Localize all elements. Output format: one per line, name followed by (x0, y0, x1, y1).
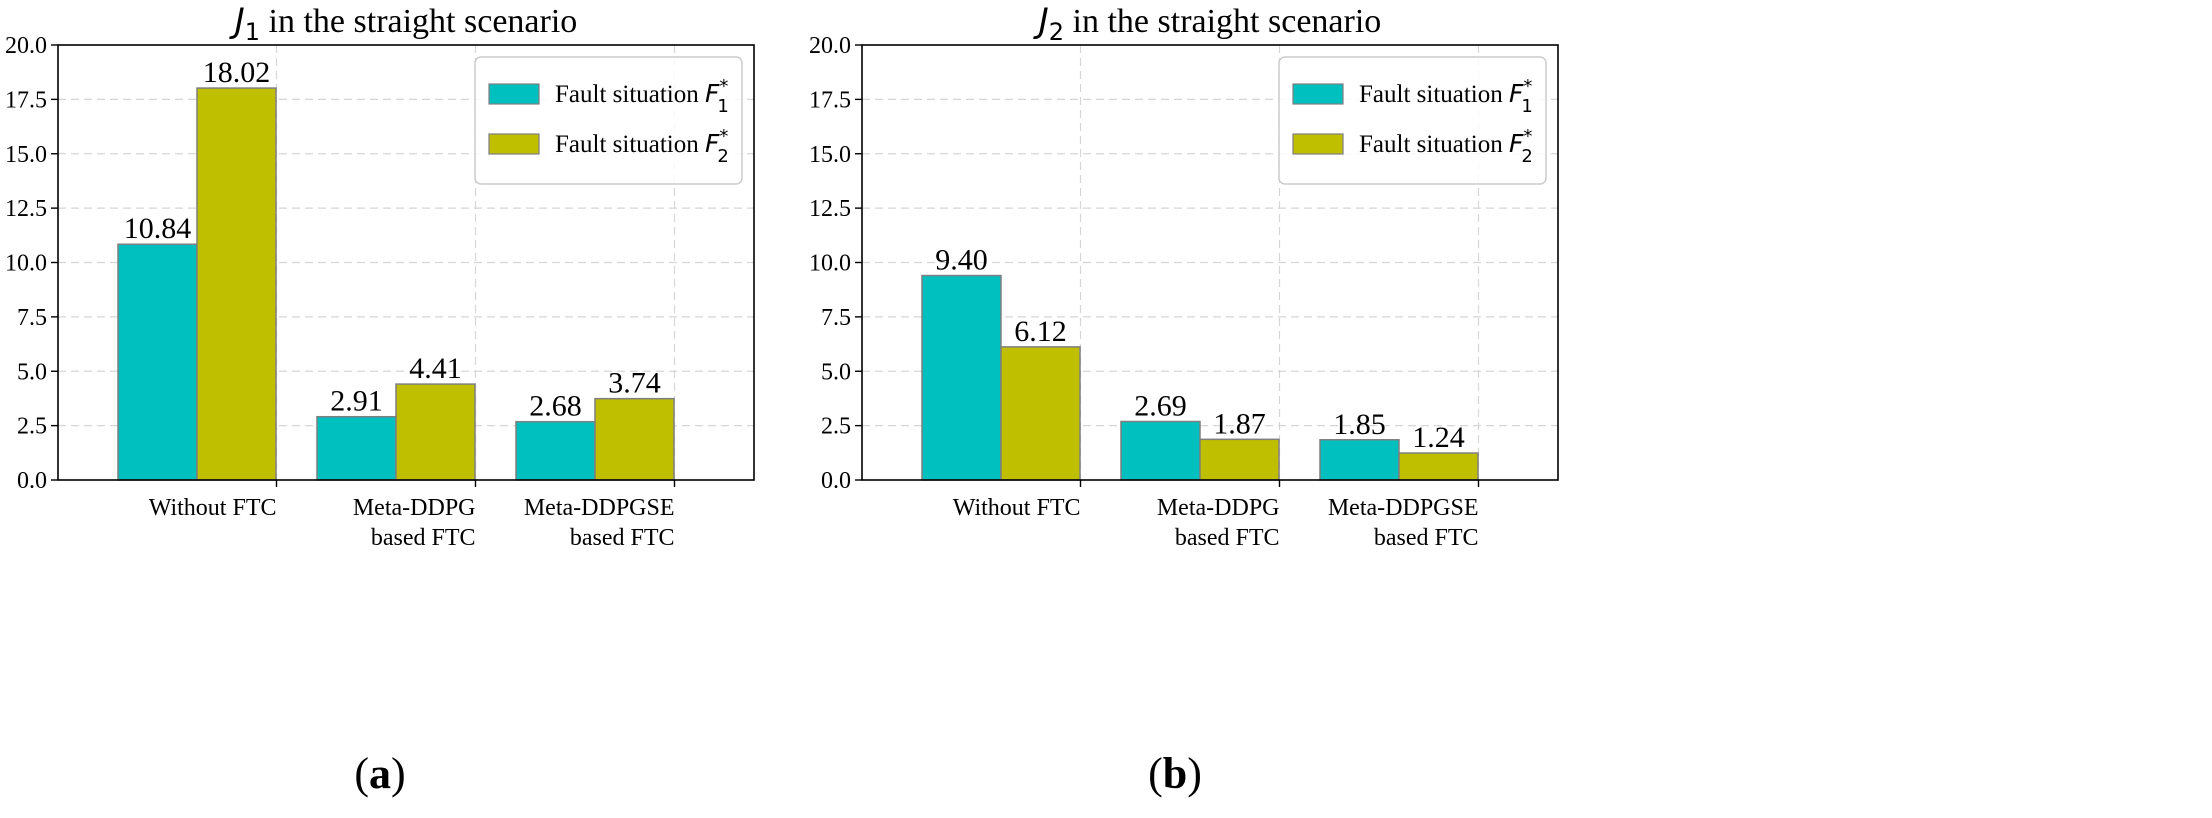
legend-entry-2: Fault situation F* 2 (1359, 126, 1533, 167)
data-label: 2.69 (1134, 389, 1187, 422)
legend-entry-1: Fault situation F* 1 (555, 76, 729, 117)
panel-label-paren: ( (1148, 749, 1163, 798)
y-tick-label: 0.0 (821, 468, 851, 494)
y-tick-label: 12.5 (5, 196, 47, 222)
legend-entry-1: Fault situation F* 1 (1359, 76, 1533, 117)
panel-label: (b) (1148, 749, 1202, 798)
y-tick-label: 2.5 (17, 414, 47, 440)
chart-panel-b: 9.40 2.69 1.85 6.12 1.87 1.24 0.0 2.5 5.0 7.5 10.0… (809, 1, 1559, 798)
legend-subscript: 1 (717, 96, 728, 117)
data-label: 1.85 (1333, 408, 1386, 441)
bar-1-3 (515, 420, 596, 481)
legend-symbol: F (1509, 129, 1524, 158)
bar-2-2 (395, 383, 476, 481)
legend-symbol: F (1509, 79, 1524, 108)
legend-subscript: 2 (717, 146, 728, 167)
chart-title: J1 in the straight scenario (229, 1, 578, 46)
y-tick-label: 7.5 (821, 305, 851, 331)
legend-swatch-1 (1292, 83, 1344, 105)
panel-label-letter: b (1163, 749, 1187, 798)
y-tick-label: 20.0 (809, 33, 851, 59)
legend-swatch-1 (488, 83, 540, 105)
x-tick-label: Meta-DDPGSE (1328, 495, 1479, 521)
title-symbol: J (229, 1, 245, 41)
data-label: 1.87 (1213, 407, 1266, 440)
data-label: 9.40 (935, 244, 988, 277)
y-tick-label: 15.0 (5, 142, 47, 168)
legend-box (1278, 56, 1547, 185)
y-tick-label: 0.0 (17, 468, 47, 494)
chart-panel-a: 10.84 2.91 2.68 18.02 4.41 3.74 0.0 2.5 5.0 7.5 10… (5, 1, 755, 798)
y-tick-label: 5.0 (17, 359, 47, 385)
title-subscript: 1 (245, 18, 260, 46)
x-tick-label: Without FTC (953, 495, 1081, 521)
legend-text: Fault situation (555, 131, 705, 158)
y-tick-label: 10.0 (809, 251, 851, 277)
panel-label: (a) (354, 749, 405, 798)
legend-superscript: * (1523, 76, 1532, 97)
y-tick-label: 2.5 (821, 414, 851, 440)
x-tick-label: Meta-DDPG (1157, 495, 1280, 521)
title-symbol: J (1033, 1, 1049, 41)
panel-label-letter: a (369, 749, 391, 798)
x-tick-label-line2: based FTC (1374, 525, 1479, 551)
x-tick-label: Without FTC (149, 495, 277, 521)
panel-label-paren: ( (354, 749, 369, 798)
legend-swatch-2 (488, 133, 540, 155)
legend-symbol: F (705, 79, 720, 108)
bar-2-3 (594, 397, 675, 481)
data-label: 3.74 (608, 367, 661, 400)
bar-1-1 (117, 243, 198, 481)
x-tick-label-line2: based FTC (1175, 525, 1280, 551)
chart-title: J2 in the straight scenario (1033, 1, 1382, 46)
data-label: 2.91 (330, 385, 383, 418)
bar-1-2 (316, 415, 397, 481)
x-tick-label: Meta-DDPGSE (524, 495, 675, 521)
y-tick-label: 12.5 (809, 196, 851, 222)
bar-1-3 (1319, 439, 1400, 481)
legend-symbol: F (705, 129, 720, 158)
y-tick-label: 20.0 (5, 33, 47, 59)
bar-1-2 (1120, 420, 1201, 481)
data-label: 10.84 (124, 212, 192, 245)
y-tick-label: 5.0 (821, 359, 851, 385)
title-rest: in the straight scenario (260, 3, 577, 40)
data-label: 4.41 (409, 352, 462, 385)
x-tick-label: Meta-DDPG (353, 495, 476, 521)
data-label: 1.24 (1412, 421, 1465, 454)
legend-text: Fault situation (555, 81, 705, 108)
x-tick-label-line2: based FTC (371, 525, 476, 551)
title-subscript: 2 (1049, 18, 1064, 46)
y-tick-label: 17.5 (5, 87, 47, 113)
legend-entry-2: Fault situation F* 2 (555, 126, 729, 167)
bar-2-3 (1398, 452, 1479, 481)
title-rest: in the straight scenario (1064, 3, 1381, 40)
data-label: 18.02 (203, 56, 271, 89)
y-tick-label: 10.0 (5, 251, 47, 277)
legend-swatch-2 (1292, 133, 1344, 155)
legend-superscript: * (1523, 126, 1532, 147)
legend-superscript: * (719, 76, 728, 97)
bar-2-1 (1000, 346, 1081, 481)
y-tick-label: 15.0 (809, 142, 851, 168)
panel-label-paren: ) (1187, 749, 1202, 798)
legend-superscript: * (719, 126, 728, 147)
bar-1-1 (921, 274, 1002, 481)
data-label: 6.12 (1014, 315, 1067, 348)
y-tick-label: 7.5 (17, 305, 47, 331)
bar-2-2 (1199, 438, 1280, 481)
legend-text: Fault situation (1359, 131, 1509, 158)
legend-box (474, 56, 743, 185)
y-tick-label: 17.5 (809, 87, 851, 113)
x-tick-label-line2: based FTC (570, 525, 675, 551)
data-label: 2.68 (529, 390, 582, 423)
panel-label-paren: ) (391, 749, 406, 798)
legend-subscript: 2 (1521, 146, 1532, 167)
legend-text: Fault situation (1359, 81, 1509, 108)
legend-subscript: 1 (1521, 96, 1532, 117)
bar-2-1 (196, 87, 277, 481)
